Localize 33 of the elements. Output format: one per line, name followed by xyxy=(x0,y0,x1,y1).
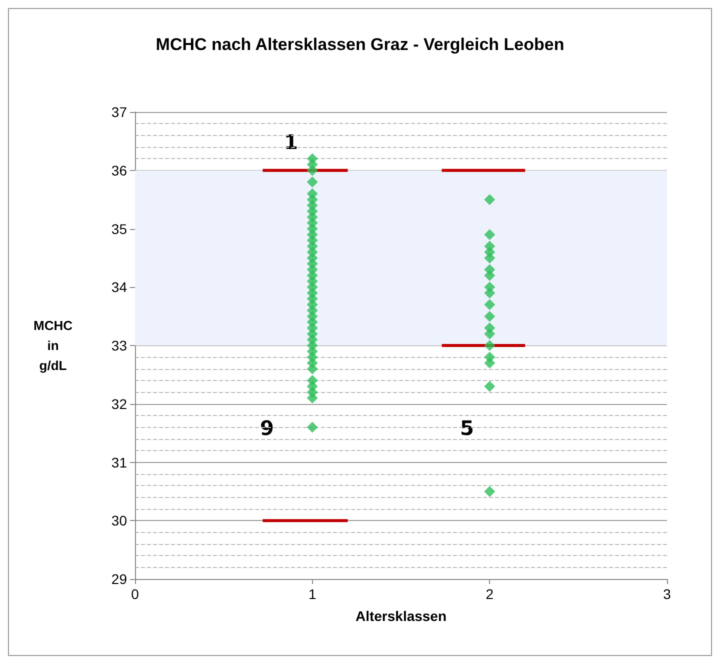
point xyxy=(484,299,496,310)
point xyxy=(484,194,496,206)
point xyxy=(306,176,318,188)
point xyxy=(484,486,496,497)
point xyxy=(484,252,496,264)
y-tick-label: 36 xyxy=(111,162,128,178)
y-tick-label: 37 xyxy=(111,104,128,120)
point xyxy=(484,229,496,240)
y-tick-label: 35 xyxy=(111,220,128,237)
x-tick-label: 1 xyxy=(308,586,316,602)
point xyxy=(484,328,496,340)
y-axis-title: MCHC in g/dL xyxy=(34,318,74,373)
x-tick-label: 0 xyxy=(131,586,140,602)
x-axis-title: Altersklassen xyxy=(355,608,447,624)
point xyxy=(484,287,496,298)
point xyxy=(306,392,318,404)
y-tick-label: 29 xyxy=(111,571,128,587)
point xyxy=(484,358,496,369)
y-tick-label: 34 xyxy=(111,279,128,296)
point xyxy=(484,270,496,281)
point xyxy=(306,422,318,433)
point xyxy=(306,363,318,374)
chart-title: MCHC nach Altersklassen Graz - Vergleich Leoben xyxy=(156,35,564,54)
point xyxy=(484,340,496,351)
y-tick-label: 30 xyxy=(111,512,128,529)
x-tick-label: 3 xyxy=(663,586,672,602)
y-tick-label: 32 xyxy=(111,396,128,412)
point xyxy=(484,310,496,322)
y-tick-label: 33 xyxy=(111,338,128,354)
y-tick-label: 31 xyxy=(111,454,128,470)
point xyxy=(306,159,318,170)
x-tick-label: 2 xyxy=(486,586,494,602)
point xyxy=(484,380,496,392)
